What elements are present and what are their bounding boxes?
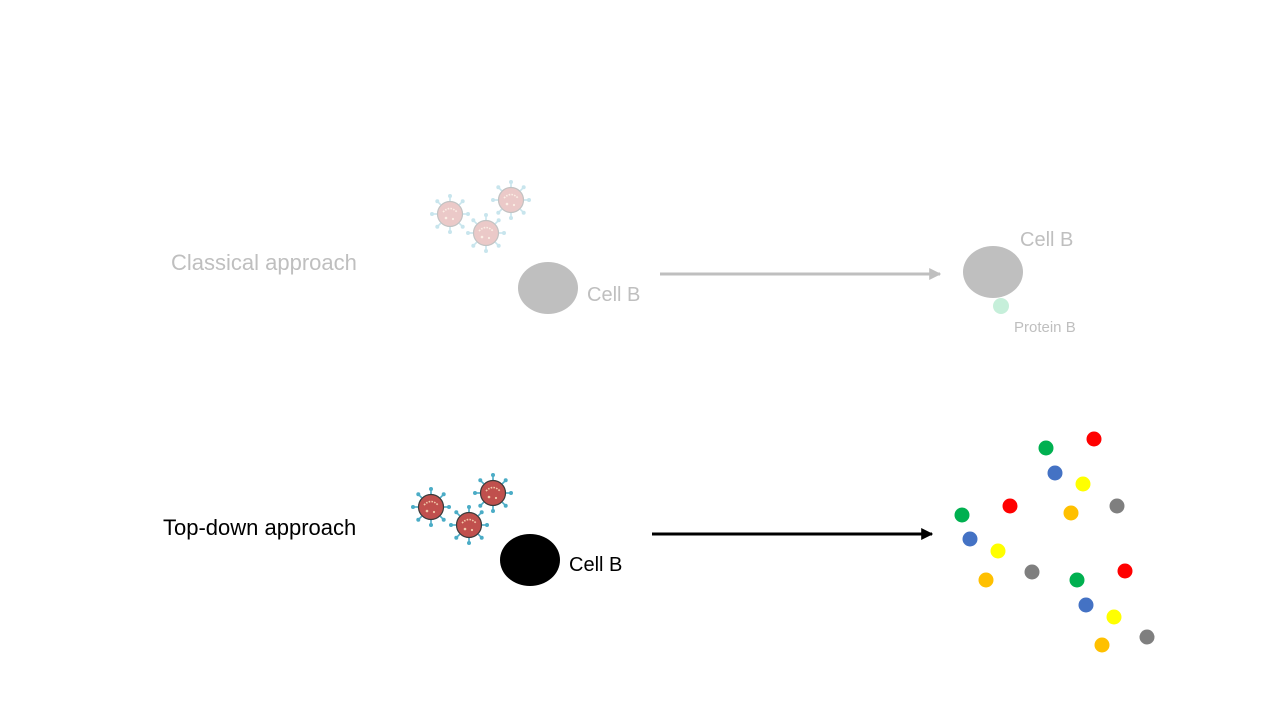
protein-dot [1024,564,1040,580]
protein-b-label: Protein B [1014,319,1076,336]
virus-icon [473,473,513,513]
classical-result-cell [963,246,1023,298]
protein-dot [1086,431,1102,447]
virus-icon [449,505,489,545]
topdown-cell-label: Cell B [569,554,623,576]
topdown-approach-label: Top-down approach [163,515,357,540]
protein-dot [1139,629,1155,645]
classical-result-cell-label: Cell B [1020,229,1074,251]
classical-cell-label: Cell B [587,284,641,306]
protein-dot [1094,637,1110,653]
protein-dot [978,572,994,588]
protein-dot [1106,609,1122,625]
protein-dot [1075,476,1091,492]
protein-dot [962,531,978,547]
classical-approach-label: Classical approach [171,250,357,275]
protein-dot [990,543,1006,559]
protein-dot [1063,505,1079,521]
classical-cell [518,262,578,314]
topdown-cell [500,534,560,586]
protein-dot [1078,597,1094,613]
protein-dot [954,507,970,523]
protein-b-dot [993,298,1009,314]
classical-viruses [430,180,531,253]
protein-dot [1002,498,1018,514]
virus-icon [491,180,531,220]
virus-icon [430,194,470,234]
protein-cloud [954,431,1155,653]
protein-dot [1047,465,1063,481]
virus-icon [466,213,506,253]
topdown-viruses [411,473,513,545]
protein-dot [1109,498,1125,514]
virus-icon [411,487,451,527]
protein-dot [1069,572,1085,588]
protein-dot [1038,440,1054,456]
protein-dot [1117,563,1133,579]
